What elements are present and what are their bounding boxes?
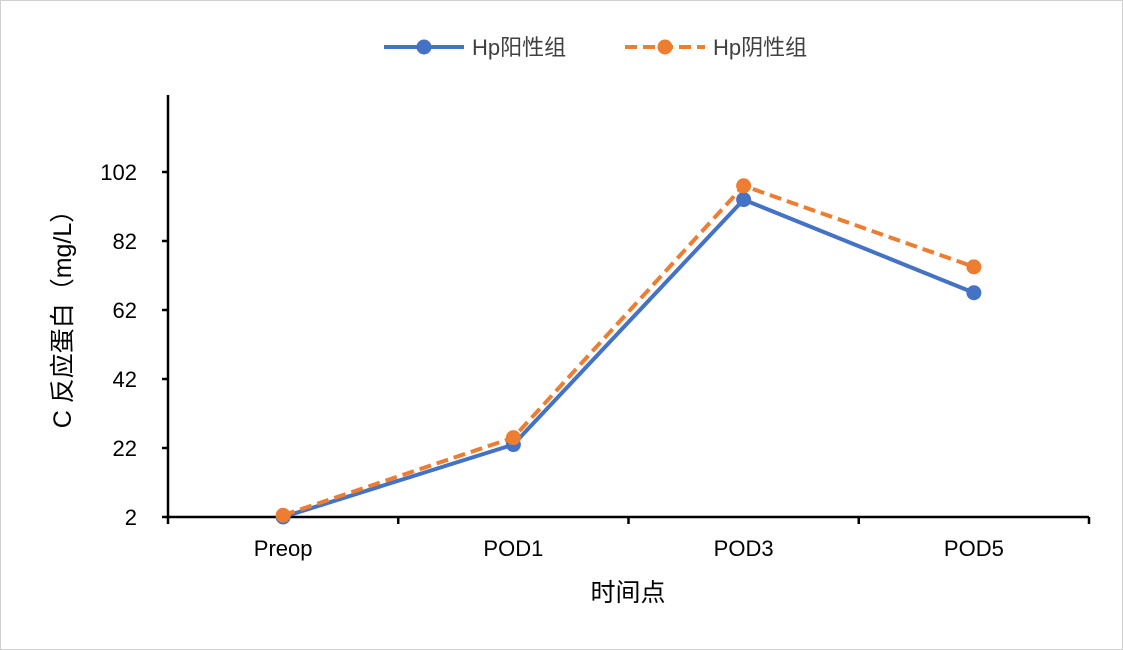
legend-item: Hp阴性组 <box>625 35 807 60</box>
data-point <box>736 192 752 208</box>
data-point <box>966 259 982 275</box>
x-tick-label: Preop <box>254 536 313 561</box>
y-axis-title: C 反应蛋白（mg/L） <box>49 198 77 429</box>
x-tick-label: POD1 <box>483 536 543 561</box>
legend-label: Hp阳性组 <box>472 35 566 60</box>
y-tick-label: 102 <box>100 160 137 185</box>
data-point <box>275 507 291 523</box>
legend-marker <box>416 39 432 55</box>
data-point <box>966 285 982 301</box>
series-line <box>282 183 975 518</box>
y-tick-label: 22 <box>113 436 137 461</box>
data-point <box>736 178 752 194</box>
y-tick-label: 82 <box>113 229 137 254</box>
x-tick-label: POD5 <box>944 536 1004 561</box>
y-tick-label: 42 <box>113 367 137 392</box>
x-tick-label: POD3 <box>714 536 774 561</box>
series-2 <box>275 178 982 523</box>
x-axis: Preop POD1 POD3 POD5 <box>166 515 1091 561</box>
legend-marker <box>657 39 673 55</box>
y-tick-label: 62 <box>113 298 137 323</box>
legend: Hp阳性组 Hp阴性组 <box>384 35 807 60</box>
series-layer <box>275 178 982 525</box>
x-axis-title: 时间点 <box>590 579 665 607</box>
data-point <box>505 430 521 446</box>
series-1 <box>275 192 982 525</box>
legend-item: Hp阳性组 <box>384 35 566 60</box>
y-tick-label: 2 <box>125 505 137 530</box>
series-line <box>282 197 975 519</box>
legend-label: Hp阴性组 <box>713 35 807 60</box>
